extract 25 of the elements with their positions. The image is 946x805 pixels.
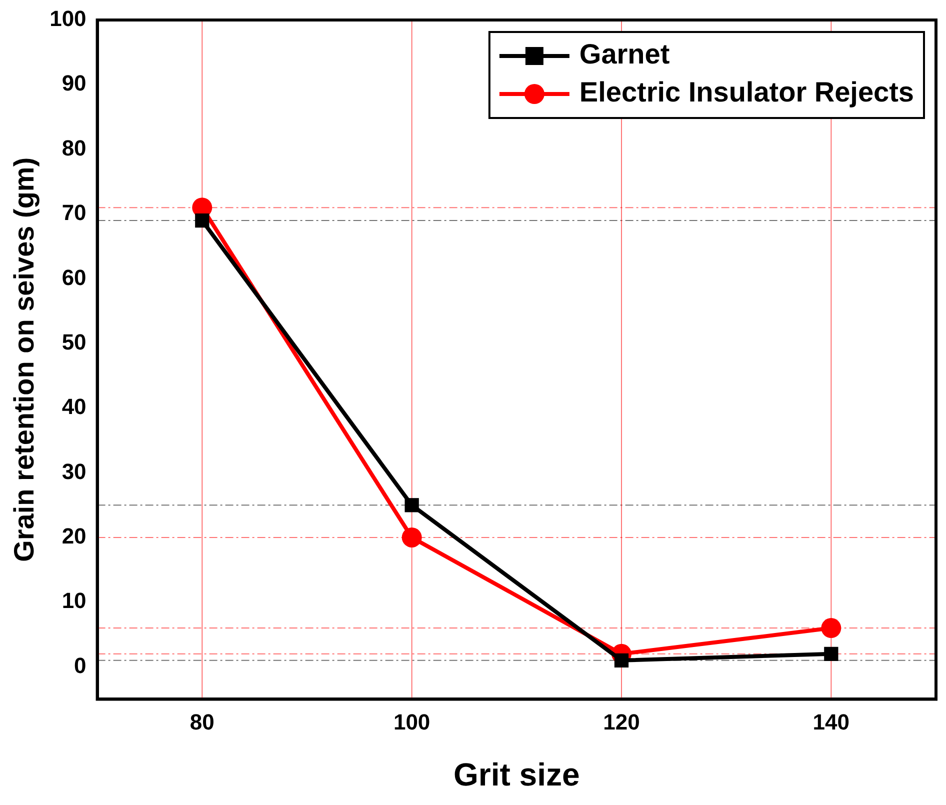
y-tick-label: 80	[62, 135, 86, 160]
y-tick-label: 90	[62, 70, 86, 96]
x-tick-label: 100	[393, 709, 430, 734]
y-tick-label: 10	[62, 588, 86, 614]
point	[614, 653, 629, 668]
point	[402, 527, 422, 548]
y-tick-label: 30	[62, 458, 86, 484]
x-tick-label: 140	[812, 709, 850, 734]
y-tick-label: 20	[62, 524, 86, 549]
legend-label: Electric Insulator Rejects	[579, 76, 914, 108]
point	[821, 618, 842, 638]
y-tick-label: 70	[62, 200, 86, 226]
x-tick-label: 120	[603, 709, 640, 734]
y-tick-label: 100	[50, 6, 86, 32]
y-tick-label: 60	[62, 264, 86, 290]
y-tick-label: 0	[74, 652, 86, 678]
point	[195, 213, 210, 228]
legend-label: Garnet	[579, 38, 670, 70]
x-axis-title: Grit size	[454, 756, 580, 793]
point	[824, 646, 838, 661]
y-tick-label: 40	[62, 394, 86, 420]
x-tick-label: 80	[190, 709, 214, 734]
y-tick-label: 50	[62, 329, 86, 354]
y-axis-title: Grain retention on seives (gm)	[8, 157, 40, 562]
point	[404, 498, 419, 512]
